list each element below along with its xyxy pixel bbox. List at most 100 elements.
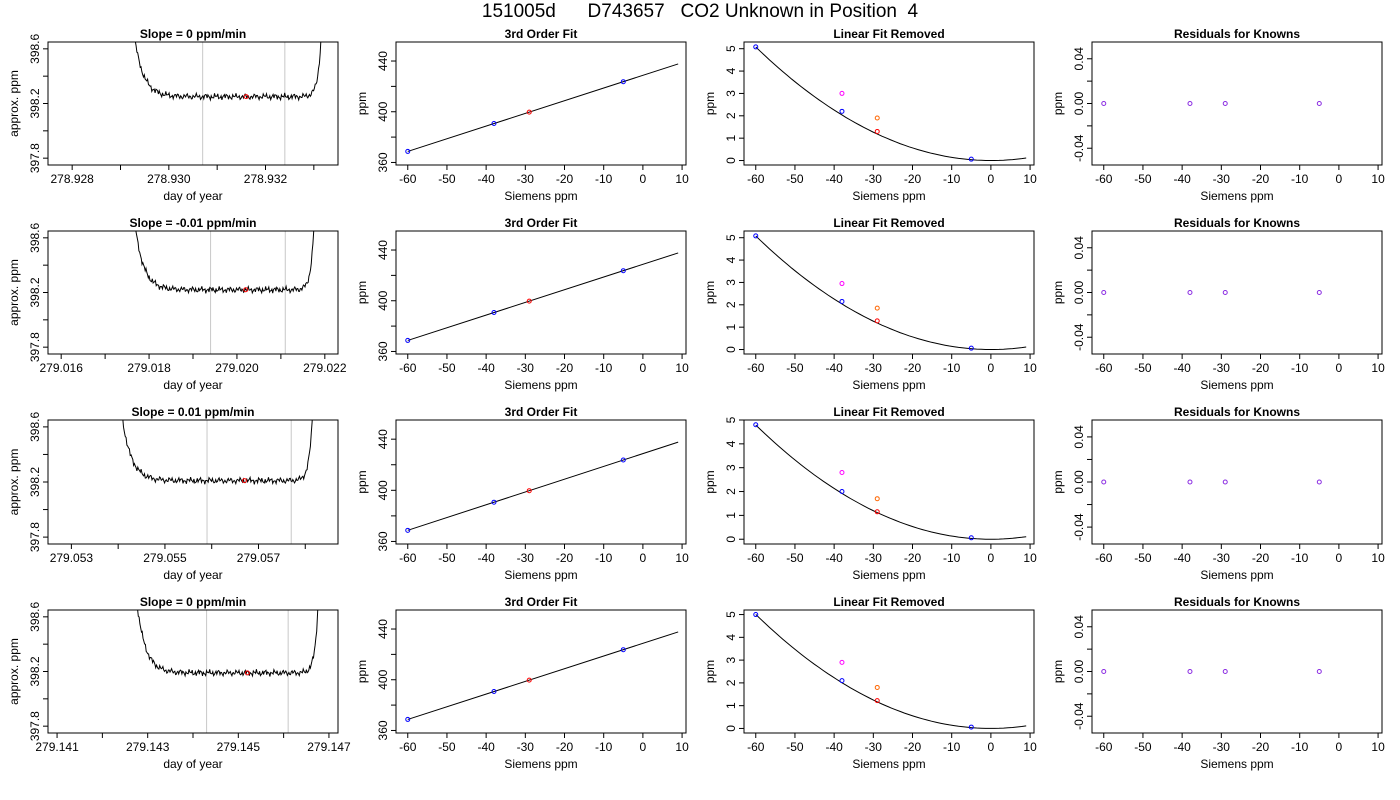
residual-point [1101, 669, 1107, 674]
y-tick-label: 360 [376, 720, 390, 740]
x-tick-label: -20 [556, 740, 574, 754]
y-tick-label: 0 [724, 725, 738, 732]
x-tick-label: 278.930 [147, 172, 191, 186]
highlight-point [244, 670, 250, 676]
x-axis-label: day of year [163, 757, 222, 771]
y-tick-label: 0.04 [1072, 425, 1086, 449]
raw-point-magenta [839, 90, 845, 96]
x-tick-label: -50 [786, 172, 804, 186]
y-tick-label: 398.6 [28, 601, 42, 631]
plot-frame [395, 419, 687, 545]
x-tick-label: -60 [1095, 172, 1113, 186]
data-trace [135, 231, 315, 295]
y-tick-label: 400 [376, 101, 390, 121]
y-tick-label: 440 [376, 619, 390, 639]
residual-point [1101, 479, 1107, 485]
y-axis-label: ppm [355, 92, 369, 115]
x-tick-label: -20 [556, 361, 574, 375]
y-axis-label: ppm [703, 470, 717, 493]
x-tick-label: -60 [1095, 361, 1113, 375]
x-tick-label: -30 [865, 172, 883, 186]
x-tick-label: -50 [786, 361, 804, 375]
unknown-point [874, 698, 880, 704]
x-axis-label: Siemens ppm [1200, 189, 1273, 203]
y-tick-label: 0.04 [1072, 47, 1086, 71]
standard-point [405, 148, 411, 154]
fit-curve [755, 46, 1027, 161]
tank-id: D743657 [587, 1, 665, 22]
x-tick-label: -40 [477, 172, 495, 186]
x-tick-label: 279.020 [215, 361, 259, 375]
residual-point [1316, 669, 1322, 674]
x-tick-label: -60 [747, 361, 765, 375]
y-tick-label: 400 [376, 669, 390, 689]
fit-line [407, 631, 679, 720]
standard-point [753, 612, 759, 618]
x-tick-label: 279.145 [217, 740, 261, 754]
y-tick-label: 0 [724, 157, 738, 164]
fit-line [407, 441, 679, 531]
x-tick-label: -20 [1252, 361, 1270, 375]
x-tick-label: -20 [1252, 551, 1270, 565]
plot-frame [47, 230, 339, 355]
x-tick-label: -50 [438, 740, 456, 754]
y-axis-label: ppm [703, 92, 717, 115]
y-tick-label: 3 [724, 656, 738, 663]
plot-frame [1091, 230, 1383, 355]
x-tick-label: 279.143 [126, 740, 170, 754]
panel: Linear Fit Removed -60 -50 -40 -30 -20 -10 0 10 0… [703, 27, 1037, 203]
x-tick-label: -10 [1291, 551, 1309, 565]
x-tick-label: -10 [943, 551, 961, 565]
residual-point [1316, 101, 1322, 106]
x-axis-label: day of year [163, 568, 222, 582]
plot-frame [1091, 41, 1383, 166]
x-tick-label: -60 [1095, 740, 1113, 754]
x-tick-label: 10 [1371, 551, 1385, 565]
figure-title: 151005d D743657 CO2 Unknown in Position … [0, 0, 1400, 24]
standard-point [620, 79, 626, 85]
plot-frame [47, 419, 339, 545]
residual-point [1101, 290, 1107, 295]
raw-point-magenta [839, 281, 845, 287]
panel: 3rd Order Fit -60 -50 -40 -30 -20 -10 0 10 360 400… [355, 216, 689, 392]
y-tick-label: 397.8 [28, 332, 42, 362]
plot-frame [47, 609, 339, 734]
run-id: 151005d [481, 1, 556, 22]
residual-point [1222, 669, 1228, 674]
y-axis-label: approx. ppm [7, 70, 21, 137]
x-tick-label: 0 [1336, 740, 1343, 754]
plot-area [135, 231, 315, 354]
x-tick-label: 10 [1371, 361, 1385, 375]
fit-curve [755, 235, 1027, 350]
x-tick-label: 279.022 [303, 361, 347, 375]
x-tick-label: -20 [904, 740, 922, 754]
y-tick-label: 2 [724, 112, 738, 119]
standard-point [620, 457, 626, 463]
x-tick-label: -60 [747, 172, 765, 186]
standard-point [405, 337, 411, 343]
y-tick-label: 0.00 [1072, 470, 1086, 494]
y-axis-label: approx. ppm [7, 638, 21, 705]
plot-frame [743, 41, 1035, 166]
x-tick-label: 0 [1336, 551, 1343, 565]
x-tick-label: -60 [399, 740, 417, 754]
x-tick-label: -40 [825, 172, 843, 186]
panel: Residuals for Knowns -60 -50 -40 -30 -20 -10 0 1… [1051, 27, 1385, 203]
x-tick-label: 10 [1023, 172, 1037, 186]
panel-title: 3rd Order Fit [505, 27, 578, 41]
x-tick-label: -20 [904, 361, 922, 375]
y-tick-label: 1 [724, 512, 738, 519]
y-axis-label: ppm [1051, 470, 1065, 493]
y-axis-label: approx. ppm [7, 259, 21, 326]
y-tick-label: 1 [724, 135, 738, 142]
x-tick-label: -60 [399, 551, 417, 565]
raw-point-orange [874, 684, 880, 690]
residual-point [1316, 290, 1322, 295]
y-tick-label: -0.04 [1072, 134, 1086, 162]
standard-point [491, 310, 497, 316]
standard-point [491, 121, 497, 127]
panel: Linear Fit Removed -60 -50 -40 -30 -20 -10 0 10 0… [703, 216, 1037, 392]
x-tick-label: 0 [1336, 172, 1343, 186]
x-axis-label: day of year [163, 378, 222, 392]
